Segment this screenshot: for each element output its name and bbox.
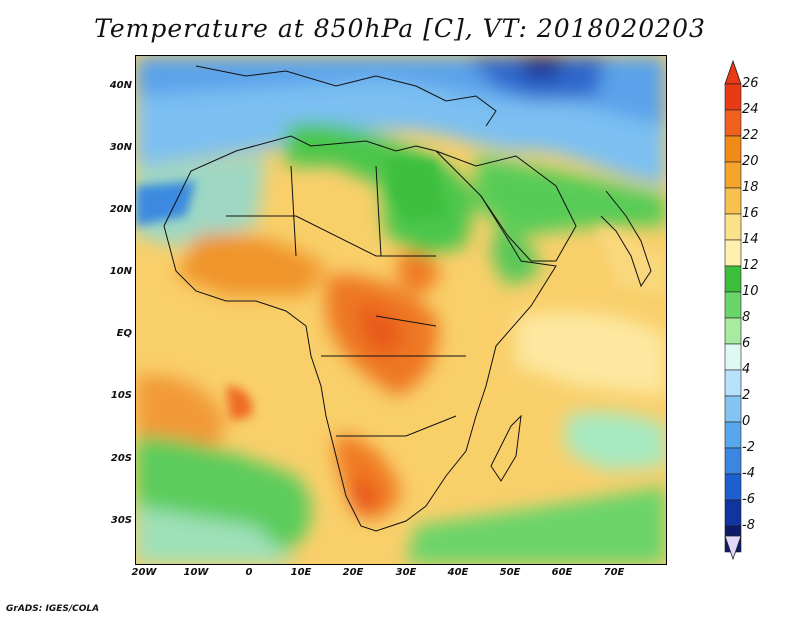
colorbar-box <box>724 239 742 267</box>
colorbar-box <box>724 369 742 397</box>
colorbar-box <box>724 447 742 475</box>
lat-label-30n: 30N <box>109 142 132 153</box>
colorbar-box <box>724 343 742 371</box>
colorbar-box <box>724 499 742 527</box>
lat-label-eq: EQ <box>116 328 132 339</box>
colorbar-tick-label: 0 <box>742 414 751 429</box>
colorbar-box <box>724 317 742 345</box>
colorbar-boxes <box>724 83 742 553</box>
colorbar-tick-label: 6 <box>742 336 751 351</box>
lon-label-60e: 60E <box>551 567 573 578</box>
colorbar-box <box>724 161 742 189</box>
colorbar-box <box>724 421 742 449</box>
lat-label-20s: 20S <box>110 453 132 464</box>
colorbar-box <box>724 187 742 215</box>
credit-text: GrADS: IGES/COLA <box>6 604 100 614</box>
colorbar-box <box>724 109 742 137</box>
lon-label-30e: 30E <box>395 567 417 578</box>
colorbar-box <box>724 265 742 293</box>
colorbar-box <box>724 473 742 501</box>
colorbar <box>724 60 742 560</box>
colorbar-tick-label: 2 <box>742 388 751 403</box>
colorbar-tick-label: 8 <box>742 310 751 325</box>
colorbar-box <box>724 83 742 111</box>
colorbar-tick-label: 16 <box>742 206 759 221</box>
chart-title: Temperature at 850hPa [C], VT: 201802020… <box>94 14 706 43</box>
lon-label-10e: 10E <box>290 567 312 578</box>
colorbar-box <box>724 291 742 319</box>
lon-label-0: 0 <box>245 567 253 578</box>
lon-label-40e: 40E <box>447 567 469 578</box>
lon-label-10w: 10W <box>183 567 209 578</box>
colorbar-box <box>724 135 742 163</box>
colorbar-tick-label: -4 <box>742 466 755 481</box>
colorbar-tick-label: 4 <box>742 362 751 377</box>
temperature-field <box>136 56 666 564</box>
colorbar-tick-label: -6 <box>742 492 755 507</box>
colorbar-tick-label: 14 <box>742 232 759 247</box>
lon-label-20e: 20E <box>342 567 364 578</box>
colorbar-tick-label: -2 <box>742 440 755 455</box>
lat-label-30s: 30S <box>110 515 132 526</box>
lat-label-10n: 10N <box>109 266 132 277</box>
lon-label-70e: 70E <box>603 567 625 578</box>
colorbar-tick-label: 20 <box>742 154 759 169</box>
colorbar-tick-label: 12 <box>742 258 759 273</box>
lat-label-20n: 20N <box>109 204 132 215</box>
lon-label-20w: 20W <box>131 567 157 578</box>
lon-label-50e: 50E <box>499 567 521 578</box>
colorbar-tick-label: 24 <box>742 102 759 117</box>
colorbar-high-arrow <box>724 60 742 85</box>
colorbar-tick-label: 22 <box>742 128 759 143</box>
colorbar-box <box>724 213 742 241</box>
colorbar-tick-label: 10 <box>742 284 759 299</box>
colorbar-tick-label: -8 <box>742 518 755 533</box>
temperature-map <box>135 55 667 565</box>
colorbar-tick-label: 18 <box>742 180 759 195</box>
coastlines <box>163 65 652 532</box>
colorbar-tick-label: 26 <box>742 76 759 91</box>
lat-label-40n: 40N <box>109 80 132 91</box>
colorbar-low-arrow <box>724 535 742 560</box>
lat-label-10s: 10S <box>110 390 132 401</box>
colorbar-box <box>724 395 742 423</box>
